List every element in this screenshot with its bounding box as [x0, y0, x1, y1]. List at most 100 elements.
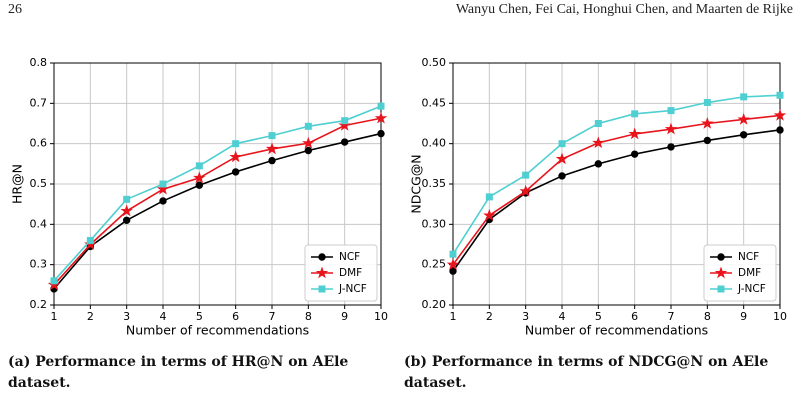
data-point [374, 111, 388, 124]
series-line [452, 129, 781, 272]
data-point [592, 136, 605, 149]
data-point [776, 91, 784, 99]
data-point [737, 112, 750, 125]
data-point [449, 250, 457, 258]
x-tick-label: 10 [773, 310, 787, 323]
x-tick-label: 4 [559, 310, 566, 323]
x-tick-label: 7 [668, 310, 675, 323]
data-point [341, 117, 349, 125]
data-point [628, 127, 641, 140]
x-tick-label: 1 [450, 310, 457, 323]
data-point [268, 132, 276, 140]
data-point [701, 116, 714, 129]
chart: 0.20 0.25 0.30 0.35 0.40 0.45 0.50 1 2 3 4 5 6 7 8 9 10 N… [409, 56, 788, 338]
legend-label: DMF [339, 267, 362, 279]
chart: 0.2 0.3 0.4 0.5 0.6 0.7 0.8 1 2 3 4 5 6 7 8 9 10 Number o… [10, 56, 389, 338]
data-point [483, 208, 496, 221]
data-point [594, 160, 603, 168]
series-line [53, 117, 382, 286]
plot-frame [452, 62, 781, 306]
data-point [195, 181, 204, 189]
x-tick-label: 9 [341, 310, 348, 323]
data-point [631, 110, 639, 118]
data-point [485, 193, 493, 201]
y-axis-label: HR@N [10, 164, 25, 204]
data-point [268, 156, 276, 165]
x-tick-label: 2 [486, 310, 493, 323]
y-tick-label: 0.30 [422, 217, 447, 230]
data-point [667, 143, 675, 151]
data-point [50, 277, 58, 285]
data-point [231, 168, 240, 176]
x-tick-label: 5 [595, 310, 602, 323]
data-point [120, 204, 133, 217]
data-point [159, 180, 167, 188]
legend-label: J-NCF [737, 283, 766, 295]
data-point [84, 237, 97, 250]
data-point [265, 142, 279, 155]
data-point [776, 126, 784, 134]
series-line [452, 114, 781, 266]
data-point [739, 131, 748, 139]
data-point [86, 236, 94, 244]
y-tick-label: 0.8 [30, 56, 48, 69]
x-tick-label: 9 [740, 310, 747, 323]
data-point [630, 150, 639, 158]
x-axis-label: Number of recommendations [525, 323, 708, 338]
data-point [555, 152, 569, 165]
legend-marker [717, 285, 725, 293]
data-point [449, 267, 457, 275]
data-point [156, 182, 170, 195]
x-tick-label: 5 [196, 310, 203, 323]
y-tick-label: 0.45 [422, 96, 447, 109]
data-point [773, 108, 787, 121]
y-tick-label: 0.6 [30, 137, 48, 150]
x-tick-label: 8 [305, 310, 312, 323]
y-tick-label: 0.40 [422, 137, 447, 150]
x-tick-label: 4 [160, 310, 167, 323]
x-axis-label: Number of recommendations [126, 323, 309, 338]
x-tick-label: 6 [631, 310, 638, 323]
legend-marker [318, 253, 326, 261]
legend-label: NCF [339, 251, 360, 263]
legend-label: J-NCF [338, 283, 367, 295]
x-tick-label: 1 [51, 310, 58, 323]
legend-label: DMF [738, 267, 761, 279]
data-point [522, 171, 530, 179]
data-point [664, 122, 678, 135]
x-tick-label: 3 [522, 310, 529, 323]
x-tick-label: 7 [269, 310, 276, 323]
x-tick-label: 2 [87, 310, 94, 323]
y-tick-label: 0.3 [30, 258, 48, 271]
y-tick-label: 0.25 [422, 258, 447, 271]
data-point [703, 136, 712, 145]
data-point [340, 138, 349, 146]
x-tick-label: 8 [704, 310, 711, 323]
x-tick-label: 10 [374, 310, 388, 323]
data-point [47, 278, 61, 291]
y-tick-label: 0.4 [30, 217, 48, 230]
data-point [667, 107, 675, 115]
y-tick-label: 0.2 [30, 298, 48, 311]
data-point [740, 93, 748, 101]
data-point [377, 102, 385, 110]
data-point [122, 216, 131, 225]
data-point [519, 184, 532, 197]
y-tick-label: 0.5 [30, 177, 48, 190]
legend-marker [717, 253, 725, 261]
data-point [558, 172, 566, 180]
data-point [558, 140, 566, 148]
y-tick-label: 0.7 [30, 96, 48, 109]
y-tick-label: 0.20 [422, 298, 447, 311]
data-point [159, 197, 167, 205]
series-line [53, 132, 382, 290]
data-point [377, 129, 385, 138]
y-tick-label: 0.35 [422, 177, 447, 190]
data-point [232, 140, 240, 148]
x-tick-label: 3 [123, 310, 130, 323]
page-number: 26 [8, 2, 22, 17]
series-line [53, 105, 382, 282]
data-point [703, 99, 711, 107]
data-point [302, 136, 315, 149]
